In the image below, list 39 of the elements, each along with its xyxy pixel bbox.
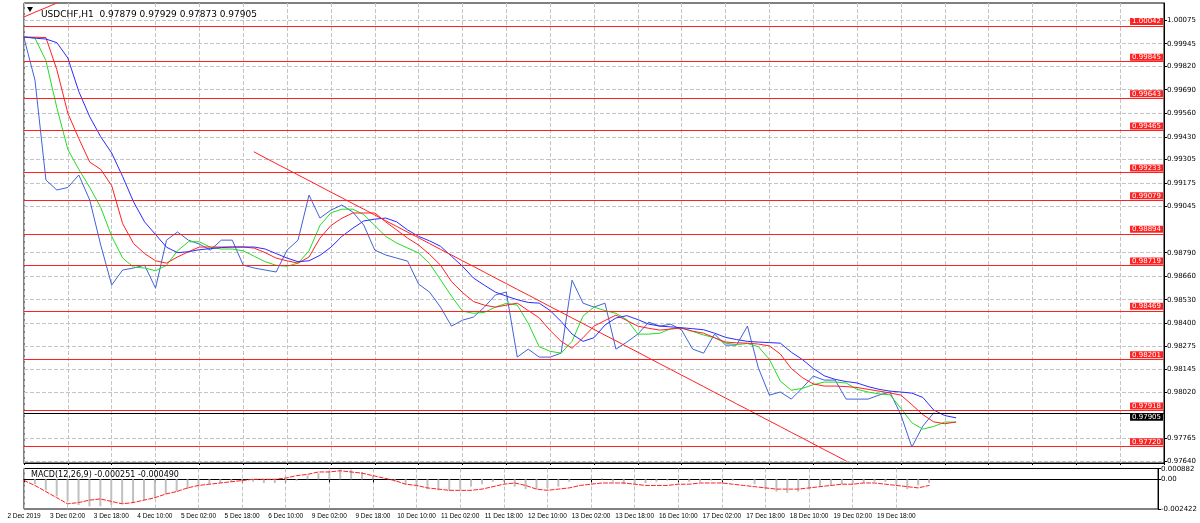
bar	[699, 479, 702, 482]
chart-title: MACD(12,26,9) -0.000251 -0.000490	[31, 469, 179, 479]
bar	[175, 479, 178, 492]
line-series	[23, 470, 930, 505]
bar	[644, 479, 647, 483]
bar	[480, 479, 483, 485]
bar	[33, 479, 36, 485]
bar	[917, 479, 920, 486]
bar	[688, 479, 691, 482]
bar	[132, 479, 135, 503]
bar	[77, 479, 80, 506]
bar	[840, 479, 843, 485]
bar	[655, 479, 658, 482]
bar	[99, 479, 102, 507]
bar	[906, 479, 909, 490]
bar	[164, 479, 167, 495]
bar	[568, 479, 571, 482]
bar	[208, 479, 211, 485]
bar	[448, 479, 451, 491]
bar	[121, 479, 124, 504]
text: USDCHF,H1 0.97879 0.97929 0.97873 0.97905	[41, 8, 257, 19]
bar	[404, 479, 407, 485]
bar	[753, 479, 756, 485]
bar	[884, 479, 887, 482]
bar	[317, 473, 320, 480]
bar	[557, 479, 560, 487]
bar	[524, 479, 527, 490]
bar	[873, 479, 876, 482]
bar	[44, 479, 47, 491]
bar	[55, 479, 58, 497]
bar	[775, 479, 778, 492]
bar	[928, 479, 931, 483]
bar	[786, 479, 789, 493]
bar	[611, 479, 614, 482]
bar	[142, 479, 145, 501]
bar	[470, 479, 473, 487]
bar	[535, 479, 538, 490]
bar	[491, 479, 494, 482]
bar	[88, 479, 91, 507]
